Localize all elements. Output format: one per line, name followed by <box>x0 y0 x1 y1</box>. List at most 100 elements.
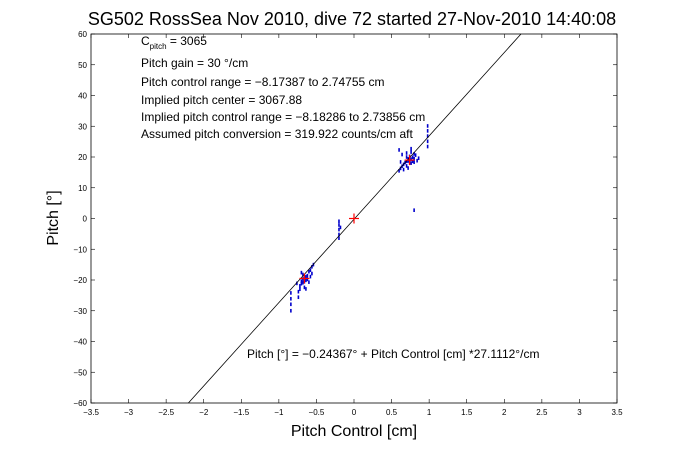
y-tick-label: 10 <box>78 184 87 193</box>
data-point <box>411 159 414 164</box>
annotation-control-range: Pitch control range = −8.17387 to 2.7475… <box>141 75 385 89</box>
y-tick-label: 20 <box>78 153 87 162</box>
data-point <box>405 151 408 155</box>
y-tick-label: −10 <box>73 245 87 254</box>
data-point <box>413 152 415 156</box>
data-point <box>309 268 312 272</box>
data-point <box>306 277 309 282</box>
mean-marker <box>404 155 415 166</box>
data-point <box>407 166 409 170</box>
data-point <box>413 160 415 165</box>
annotation-cpitch: Cpitch = 3065 <box>141 34 207 51</box>
y-tick-label: 40 <box>78 92 87 101</box>
annotation-cpitch-value: = 3065 <box>167 34 208 48</box>
annotation-gain: Pitch gain = 30 °/cm <box>141 56 248 70</box>
data-point <box>308 269 310 274</box>
data-point <box>338 232 340 237</box>
ticks: −3.5 −3 −2.5 −2 −1.5 −1 −0.5 0 0.5 1 1.5 2 2.5 3 3.5 −6… <box>73 30 623 417</box>
annotation-conversion: Assumed pitch conversion = 319.922 count… <box>141 127 413 141</box>
annotation-fit-equation: Pitch [°] = −0.24367° + Pitch Control [c… <box>247 347 539 361</box>
y-tick-label: 60 <box>78 30 87 39</box>
x-tick-label: −1 <box>274 408 284 417</box>
y-tick-label: −20 <box>73 276 87 285</box>
data-point <box>302 280 304 285</box>
data-point <box>305 278 307 283</box>
data-point <box>426 144 429 149</box>
y-tick-label: −50 <box>73 368 87 377</box>
y-tick-label: −30 <box>73 307 87 316</box>
data-point <box>311 264 313 269</box>
x-tick-label: 1.5 <box>461 408 473 417</box>
y-tick-label: 30 <box>78 122 87 131</box>
x-tick-label: −3 <box>124 408 134 417</box>
data-point <box>305 274 307 279</box>
data-point <box>411 155 414 160</box>
data-point <box>398 148 400 152</box>
annotation-implied-range: Implied pitch control range = −8.18286 t… <box>141 110 425 124</box>
x-tick-label: 1 <box>427 408 432 417</box>
data-point <box>299 287 301 292</box>
data-point <box>338 219 340 224</box>
data-point <box>426 124 429 128</box>
data-point <box>399 166 402 171</box>
data-point <box>407 159 409 163</box>
mean-marker <box>349 213 359 224</box>
y-tick-label: 0 <box>83 215 88 224</box>
data-point <box>416 158 418 163</box>
data-point <box>296 281 298 286</box>
data-point <box>297 295 300 300</box>
x-tick-label: −0.5 <box>309 408 325 417</box>
data-point <box>410 150 412 154</box>
mean-markers <box>299 155 415 284</box>
data-point <box>405 155 408 159</box>
data-point <box>413 156 415 161</box>
x-tick-label: 2 <box>502 408 507 417</box>
data-point <box>303 285 306 290</box>
data-point <box>426 129 429 133</box>
data-point <box>426 134 429 138</box>
y-tick-label: −60 <box>73 399 87 408</box>
data-point <box>290 296 292 301</box>
data-point <box>417 156 420 161</box>
x-tick-label: 3.5 <box>611 408 623 417</box>
chart-title: SG502 RossSea Nov 2010, dive 72 started … <box>88 9 616 29</box>
data-point <box>402 167 405 172</box>
x-tick-label: −1.5 <box>233 408 249 417</box>
data-point <box>302 272 304 277</box>
data-point <box>413 208 415 212</box>
x-tick-label: 2.5 <box>536 408 548 417</box>
data-point <box>338 236 340 240</box>
x-tick-label: −2 <box>199 408 209 417</box>
y-tick-label: −40 <box>73 338 87 347</box>
data-point <box>300 281 303 286</box>
data-point <box>290 291 292 295</box>
data-point <box>410 157 412 161</box>
data-point <box>410 161 412 165</box>
plot-frame <box>90 33 618 404</box>
data-point <box>398 169 400 173</box>
data-point <box>302 277 304 281</box>
annotation-cpitch-main: C <box>141 34 150 48</box>
data-point <box>297 289 300 294</box>
data-point <box>300 270 303 275</box>
data-point <box>306 273 309 278</box>
data-point <box>290 302 292 307</box>
data-point <box>410 146 412 151</box>
annotation-implied-center: Implied pitch center = 3067.88 <box>141 93 302 107</box>
data-point <box>309 274 312 279</box>
x-tick-label: 0 <box>352 408 357 417</box>
y-tick-label: 50 <box>78 61 87 70</box>
x-tick-label: 0.5 <box>386 408 398 417</box>
x-tick-label: 3 <box>577 408 582 417</box>
data-point <box>290 308 292 313</box>
data-point <box>426 139 429 144</box>
x-tick-label: −2.5 <box>158 408 174 417</box>
data-point <box>311 271 313 276</box>
data-point <box>305 287 307 291</box>
x-axis-label: Pitch Control [cm] <box>291 423 417 440</box>
data-point <box>338 227 340 232</box>
data-point <box>339 225 342 230</box>
data-point <box>405 164 408 168</box>
data-point <box>414 153 417 157</box>
